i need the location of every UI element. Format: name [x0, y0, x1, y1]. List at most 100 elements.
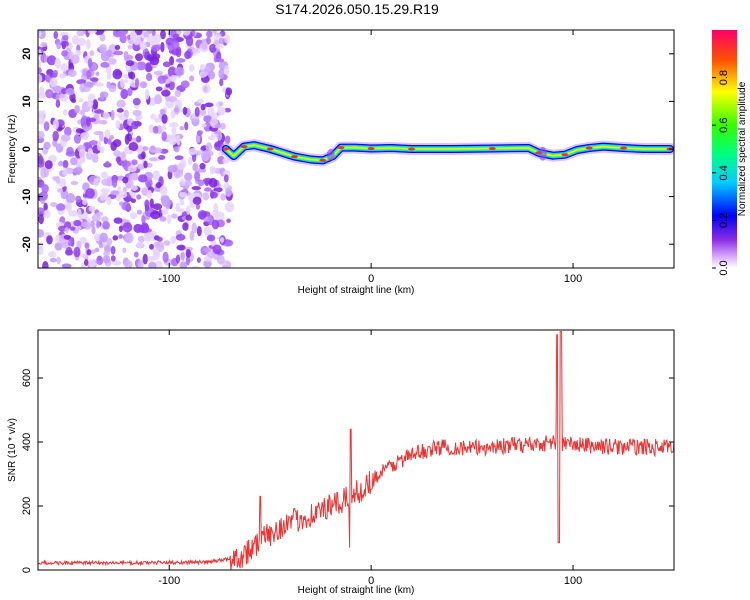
noise-blob [93, 130, 104, 136]
noise-blob [144, 204, 149, 212]
noise-blob [205, 142, 213, 152]
noise-blob [192, 163, 199, 172]
noise-blob [38, 92, 46, 99]
noise-blob [84, 242, 90, 249]
noise-blob [102, 112, 111, 120]
noise-blob [170, 40, 180, 50]
noise-blob [146, 189, 153, 199]
y-tick-label: 20 [21, 48, 33, 60]
noise-blob [76, 30, 85, 37]
noise-blob [110, 190, 120, 196]
noise-blob [93, 177, 100, 187]
noise-blob [179, 261, 188, 268]
noise-blob [94, 82, 104, 87]
noise-blob [192, 196, 202, 205]
noise-blob [91, 214, 101, 222]
noise-blob [174, 66, 185, 76]
noise-blob [92, 63, 97, 72]
noise-blob [43, 141, 51, 150]
noise-blob [185, 215, 193, 221]
noise-blob [87, 30, 97, 34]
noise-blob [38, 59, 42, 70]
noise-blob [65, 87, 75, 96]
noise-blob [118, 234, 123, 239]
noise-blob [79, 236, 87, 245]
noise-blob [49, 257, 57, 263]
noise-blob [191, 265, 200, 268]
noise-blob [189, 230, 195, 241]
noise-blob [101, 216, 109, 223]
noise-blob [128, 142, 139, 152]
noise-blob [169, 121, 179, 128]
noise-blob [95, 211, 104, 216]
noise-blob [122, 222, 133, 233]
noise-blob [113, 217, 123, 224]
noise-blob [74, 104, 80, 114]
y-tick-label: 600 [21, 369, 33, 387]
noise-blob [184, 50, 192, 60]
noise-blob [89, 50, 95, 57]
noise-blob [111, 178, 118, 188]
noise-blob [118, 201, 124, 206]
noise-blob [59, 73, 66, 79]
noise-blob [136, 194, 142, 200]
noise-blob [219, 122, 226, 130]
noise-blob [153, 117, 162, 123]
noise-blob [112, 235, 119, 241]
noise-blob [110, 109, 115, 121]
noise-blob [168, 80, 175, 91]
noise-blob [145, 177, 153, 189]
noise-blob [136, 61, 147, 71]
noise-blob [159, 108, 166, 115]
noise-blob [167, 96, 178, 103]
noise-blob [109, 134, 114, 140]
noise-blob [140, 151, 146, 160]
noise-blob [192, 47, 201, 55]
noise-blob [145, 72, 153, 82]
noise-blob [87, 58, 93, 68]
noise-blob [40, 42, 48, 48]
noise-blob [87, 100, 94, 107]
noise-blob [139, 40, 147, 50]
colorbar-tick-label: 0.8 [718, 70, 730, 85]
noise-blob [191, 222, 198, 234]
noise-blob [182, 222, 189, 231]
noise-blob [128, 150, 134, 155]
colorbar-tick-label: 0.0 [718, 260, 730, 275]
noise-blob [142, 146, 149, 151]
noise-blob [196, 257, 201, 263]
noise-blob [90, 249, 96, 254]
noise-blob [224, 239, 234, 247]
noise-blob [225, 87, 233, 96]
noise-blob [66, 146, 74, 155]
colorbar: 0.0 0.2 0.4 0.6 0.8 Normalized spectral ampl… [712, 30, 748, 276]
noise-blob [153, 33, 162, 43]
noise-blob [104, 244, 111, 253]
noise-blob [182, 106, 188, 115]
ridge-smear [538, 146, 547, 161]
noise-blob [61, 263, 72, 268]
noise-blob [160, 125, 167, 131]
noise-blob [160, 75, 169, 80]
noise-blob [43, 209, 51, 219]
snr-series-line [38, 331, 674, 570]
noise-blob [56, 41, 62, 50]
colorbar-gradient [712, 30, 737, 268]
noise-blob [81, 221, 91, 228]
noise-blob [80, 132, 90, 139]
noise-blob [161, 114, 168, 124]
noise-blob [188, 156, 193, 166]
noise-blob [196, 130, 203, 137]
noise-blob [203, 226, 213, 236]
figure-title: S174.2026.050.15.29.R19 [275, 1, 439, 17]
noise-blob [208, 177, 218, 188]
noise-blob [105, 49, 113, 58]
noise-blob [151, 44, 161, 52]
noise-blob [149, 56, 160, 66]
noise-blob [136, 241, 143, 248]
noise-blob [215, 58, 225, 63]
noise-blob [153, 241, 161, 248]
noise-blob [38, 116, 46, 125]
